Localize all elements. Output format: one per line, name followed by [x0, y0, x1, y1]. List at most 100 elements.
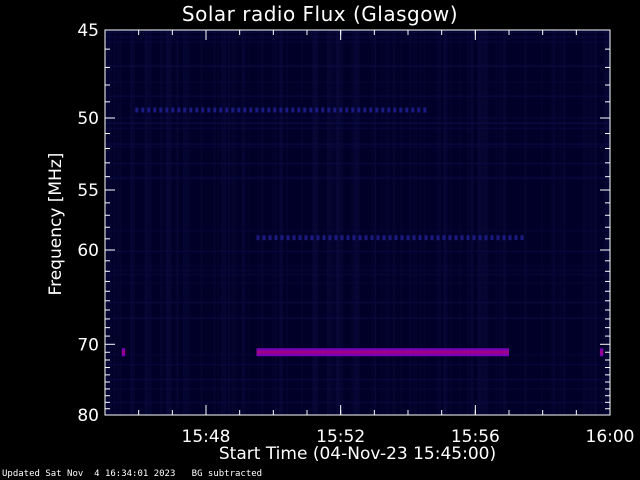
noise-column — [221, 30, 223, 415]
faint-line-segment — [370, 235, 374, 241]
noise-column — [261, 30, 264, 415]
faint-line-segment — [339, 107, 343, 113]
noise-column — [420, 30, 422, 415]
noise-column — [607, 30, 611, 415]
noise-column — [498, 30, 502, 415]
noise-column — [223, 30, 227, 415]
noise-column — [471, 30, 473, 415]
noise-column — [467, 30, 470, 415]
burst-core — [599, 350, 604, 354]
noise-column — [117, 30, 119, 415]
faint-line-segment — [195, 107, 199, 113]
faint-line-segment — [346, 235, 350, 241]
noise-column — [605, 30, 608, 415]
faint-line-segment — [171, 107, 175, 113]
faint-line-segment — [297, 107, 301, 113]
noise-column — [165, 30, 169, 415]
noise-column — [355, 30, 358, 415]
noise-column — [332, 30, 335, 415]
noise-column — [248, 30, 250, 415]
noise-column — [480, 30, 483, 415]
x-tick-label: 15:56 — [451, 427, 500, 447]
noise-column — [355, 30, 358, 415]
noise-column — [217, 30, 220, 415]
faint-line-segment — [165, 107, 169, 113]
faint-line-segment — [430, 235, 434, 241]
noise-column — [147, 30, 150, 415]
burst-core — [121, 350, 126, 354]
y-axis-label: Frequency [MHz] — [46, 152, 66, 296]
faint-line-segment — [418, 235, 422, 241]
faint-line-segment — [490, 235, 494, 241]
noise-row — [105, 143, 610, 145]
noise-row — [105, 317, 610, 319]
noise-column — [524, 30, 526, 415]
faint-line-segment — [357, 107, 361, 113]
faint-line-segment — [231, 107, 235, 113]
update-footer: Updated Sat Nov 4 16:34:01 2023 BG subtr… — [2, 469, 263, 479]
faint-line-segment — [225, 107, 229, 113]
noise-row — [105, 35, 610, 37]
noise-column — [477, 30, 479, 415]
noise-column — [174, 30, 176, 415]
noise-column — [337, 30, 341, 415]
faint-line-segment — [327, 107, 331, 113]
noise-column — [409, 30, 412, 415]
burst-core — [256, 350, 509, 354]
faint-line-segment — [310, 235, 314, 241]
noise-row — [105, 176, 610, 178]
noise-row — [105, 162, 610, 165]
noise-column — [438, 30, 442, 415]
noise-column — [200, 30, 203, 415]
chart-title: Solar radio Flux (Glasgow) — [181, 2, 459, 26]
faint-line-segment — [484, 235, 488, 241]
noise-row — [105, 36, 610, 39]
noise-column — [524, 30, 528, 415]
noise-column — [222, 30, 226, 415]
noise-column — [392, 30, 396, 415]
noise-column — [160, 30, 163, 415]
faint-line-segment — [472, 235, 476, 241]
faint-line-segment — [328, 235, 332, 241]
noise-row — [105, 230, 610, 232]
noise-column — [337, 30, 340, 415]
noise-column — [213, 30, 216, 415]
faint-line-segment — [243, 107, 247, 113]
x-axis-label: Start Time (04-Nov-23 15:45:00) — [218, 444, 497, 464]
noise-row — [105, 65, 610, 68]
noise-row — [105, 388, 610, 390]
noise-column — [231, 30, 234, 415]
noise-column — [478, 30, 480, 415]
y-tick-label: 80 — [77, 406, 99, 426]
faint-line-segment — [478, 235, 482, 241]
noise-row — [105, 250, 610, 253]
noise-column — [185, 30, 189, 415]
noise-column — [119, 30, 122, 415]
noise-column — [146, 30, 148, 415]
noise-row — [105, 81, 610, 83]
noise-column — [415, 30, 418, 415]
faint-line-segment — [147, 107, 151, 113]
y-tick-label: 50 — [77, 109, 99, 129]
noise-column — [286, 30, 288, 415]
faint-line-segment — [255, 107, 259, 113]
faint-line-segment — [406, 235, 410, 241]
faint-line-segment — [334, 235, 338, 241]
faint-line-segment — [268, 235, 272, 241]
faint-line-segment — [514, 235, 518, 241]
noise-column — [341, 30, 344, 415]
noise-column — [258, 30, 260, 415]
noise-column — [339, 30, 342, 415]
faint-line-segment — [135, 107, 139, 113]
noise-row — [105, 122, 610, 124]
faint-line-segment — [153, 107, 157, 113]
noise-column — [314, 30, 317, 415]
noise-column — [438, 30, 441, 415]
noise-column — [557, 30, 560, 415]
faint-line-segment — [279, 107, 283, 113]
faint-line-segment — [382, 235, 386, 241]
noise-column — [388, 30, 390, 415]
noise-column — [434, 30, 436, 415]
faint-line-segment — [369, 107, 373, 113]
